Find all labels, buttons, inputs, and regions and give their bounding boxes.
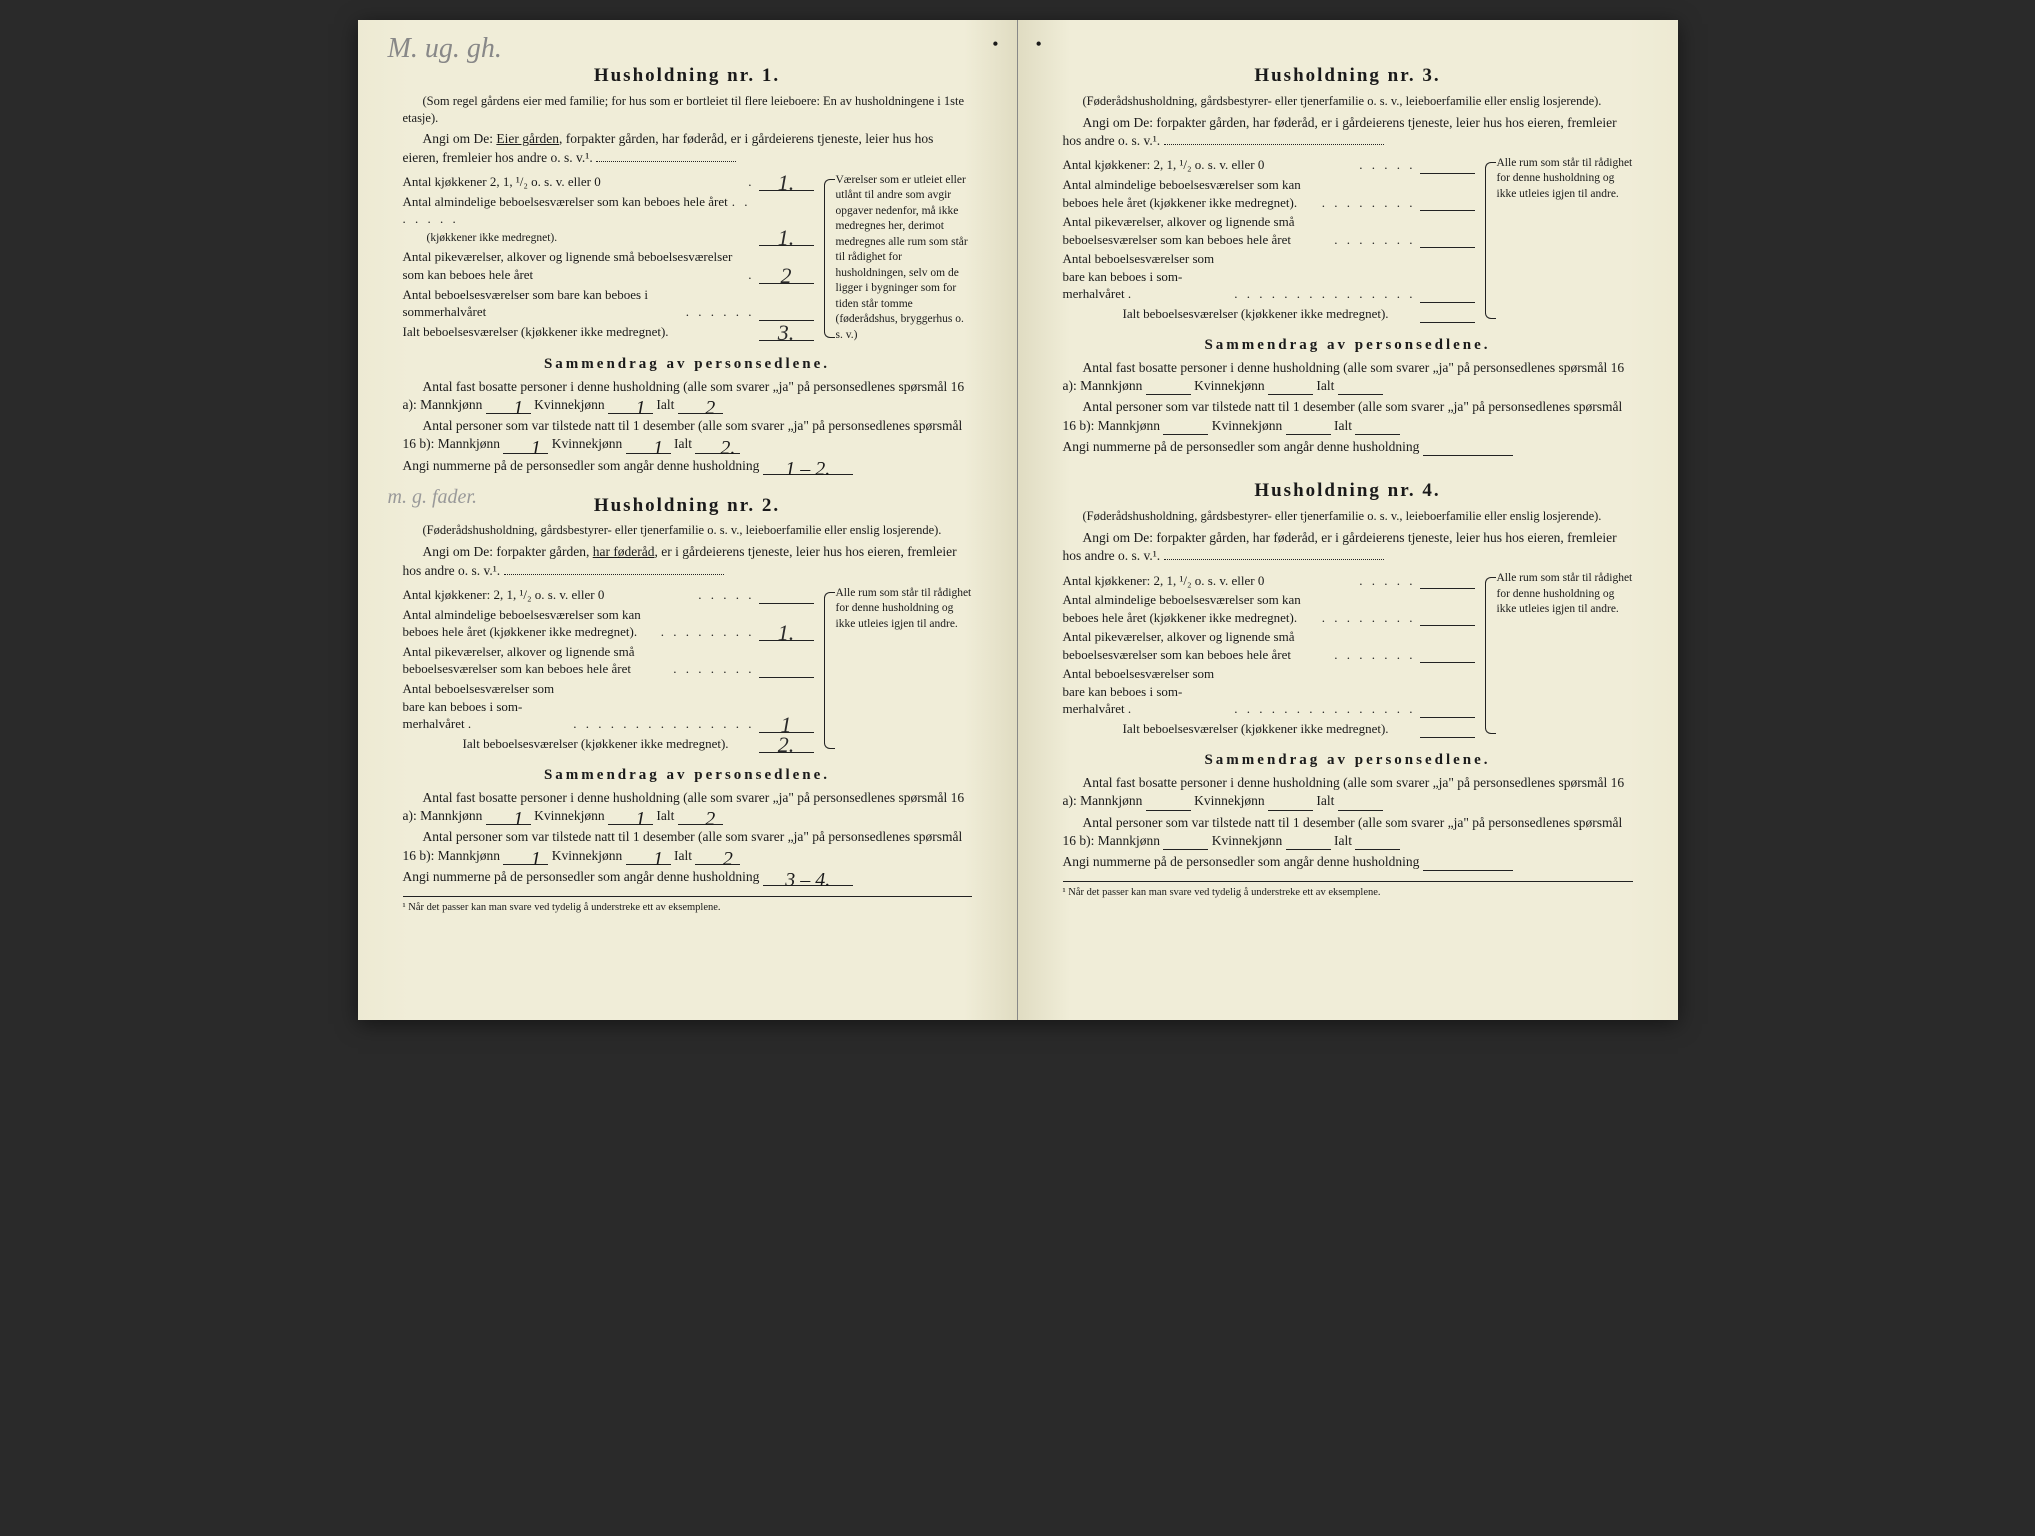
h1-summary-16a: Antal fast bosatte personer i denne hush… [403, 378, 972, 414]
h3-summary-numbers: Angi nummerne på de personsedler som ang… [1063, 438, 1633, 456]
binding-dot: • [1036, 32, 1042, 56]
household-1-measures: Antal kjøkkener 2, 1, ¹/₂ o. s. v. eller… [403, 173, 972, 344]
footnote-left: ¹ Når det passer kan man svare ved tydel… [403, 896, 972, 915]
handwritten-annotation-mid: m. g. fader. [388, 484, 477, 511]
h4-summary-numbers: Angi nummerne på de personsedler som ang… [1063, 853, 1633, 871]
h1-smallrooms-value: 2 [759, 266, 814, 284]
household-2-summary-title: Sammendrag av personsedlene. [403, 765, 972, 785]
household-2-title: Husholdning nr. 2. [403, 493, 972, 519]
h4-summer-value [1420, 700, 1475, 718]
h1-rooms-value: 1. [759, 228, 814, 246]
h1-kitchens-value: 1. [759, 173, 814, 191]
h3-total-value [1420, 305, 1475, 323]
h4-rooms-value [1420, 608, 1475, 626]
household-2-sidenote: Alle rum som står til rådighet for denne… [822, 586, 972, 755]
household-3-measures: Antal kjøkkener: 2, 1, ¹/₂ o. s. v. elle… [1063, 156, 1633, 325]
h1-summary-numbers: Angi nummerne på de personsedler som ang… [403, 457, 972, 475]
household-1-sidenote: Værelser som er utleiet eller utlånt til… [822, 173, 972, 344]
h3-summer-value [1420, 285, 1475, 303]
h3-summary-16b: Antal personer som var tilstede natt til… [1063, 398, 1633, 434]
h4-smallrooms-value [1420, 645, 1475, 663]
page-right: • Husholdning nr. 3. (Føderådshusholdnin… [1018, 20, 1678, 1020]
h3-rooms-value [1420, 193, 1475, 211]
h4-summary-16a: Antal fast bosatte personer i denne hush… [1063, 774, 1633, 810]
household-3-title: Husholdning nr. 3. [1063, 63, 1633, 89]
h2-total-value: 2. [759, 735, 814, 753]
household-1-prompt: Angi om De: Eier gården, forpakter gårde… [403, 130, 972, 166]
h3-summary-16a: Antal fast bosatte personer i denne hush… [1063, 359, 1633, 395]
h2-summary-16b: Antal personer som var tilstede natt til… [403, 828, 972, 864]
h2-rooms-value: 1. [759, 623, 814, 641]
household-4-summary-title: Sammendrag av personsedlene. [1063, 750, 1633, 770]
household-1-summary-title: Sammendrag av personsedlene. [403, 354, 972, 374]
handwritten-annotation-top: M. ug. gh. [388, 30, 502, 68]
household-2-measures: Antal kjøkkener: 2, 1, ¹/₂ o. s. v. elle… [403, 586, 972, 755]
household-3-prompt: Angi om De: forpakter gården, har føderå… [1063, 114, 1633, 150]
household-4-prompt: Angi om De: forpakter gården, har føderå… [1063, 529, 1633, 565]
household-4-intro: (Føderådshusholdning, gårdsbestyrer- ell… [1063, 508, 1633, 525]
household-4-title: Husholdning nr. 4. [1063, 478, 1633, 504]
binding-dot: • [992, 32, 998, 56]
h2-kitchens-value [759, 586, 814, 604]
household-3-sidenote: Alle rum som står til rådighet for denne… [1483, 156, 1633, 325]
household-3-intro: (Føderådshusholdning, gårdsbestyrer- ell… [1063, 93, 1633, 110]
household-4-measures: Antal kjøkkener: 2, 1, ¹/₂ o. s. v. elle… [1063, 571, 1633, 740]
h4-kitchens-value [1420, 571, 1475, 589]
household-3-summary-title: Sammendrag av personsedlene. [1063, 335, 1633, 355]
h2-summary-numbers: Angi nummerne på de personsedler som ang… [403, 868, 972, 886]
h1-summary-16b: Antal personer som var tilstede natt til… [403, 417, 972, 453]
document-spread: • M. ug. gh. Husholdning nr. 1. (Som reg… [358, 20, 1678, 1020]
household-1-intro: (Som regel gårdens eier med familie; for… [403, 93, 972, 127]
page-left: • M. ug. gh. Husholdning nr. 1. (Som reg… [358, 20, 1018, 1020]
h3-kitchens-value [1420, 156, 1475, 174]
h1-summer-value [759, 303, 814, 321]
h4-summary-16b: Antal personer som var tilstede natt til… [1063, 814, 1633, 850]
h2-summary-16a: Antal fast bosatte personer i denne hush… [403, 789, 972, 825]
h1-total-value: 3. [759, 323, 814, 341]
h4-total-value [1420, 720, 1475, 738]
household-2-intro: (Føderådshusholdning, gårdsbestyrer- ell… [403, 522, 972, 539]
household-2-prompt: Angi om De: forpakter gården, har føderå… [403, 543, 972, 579]
household-4-sidenote: Alle rum som står til rådighet for denne… [1483, 571, 1633, 740]
h2-smallrooms-value [759, 660, 814, 678]
footnote-right: ¹ Når det passer kan man svare ved tydel… [1063, 881, 1633, 900]
h3-smallrooms-value [1420, 230, 1475, 248]
h2-summer-value: 1 [759, 715, 814, 733]
